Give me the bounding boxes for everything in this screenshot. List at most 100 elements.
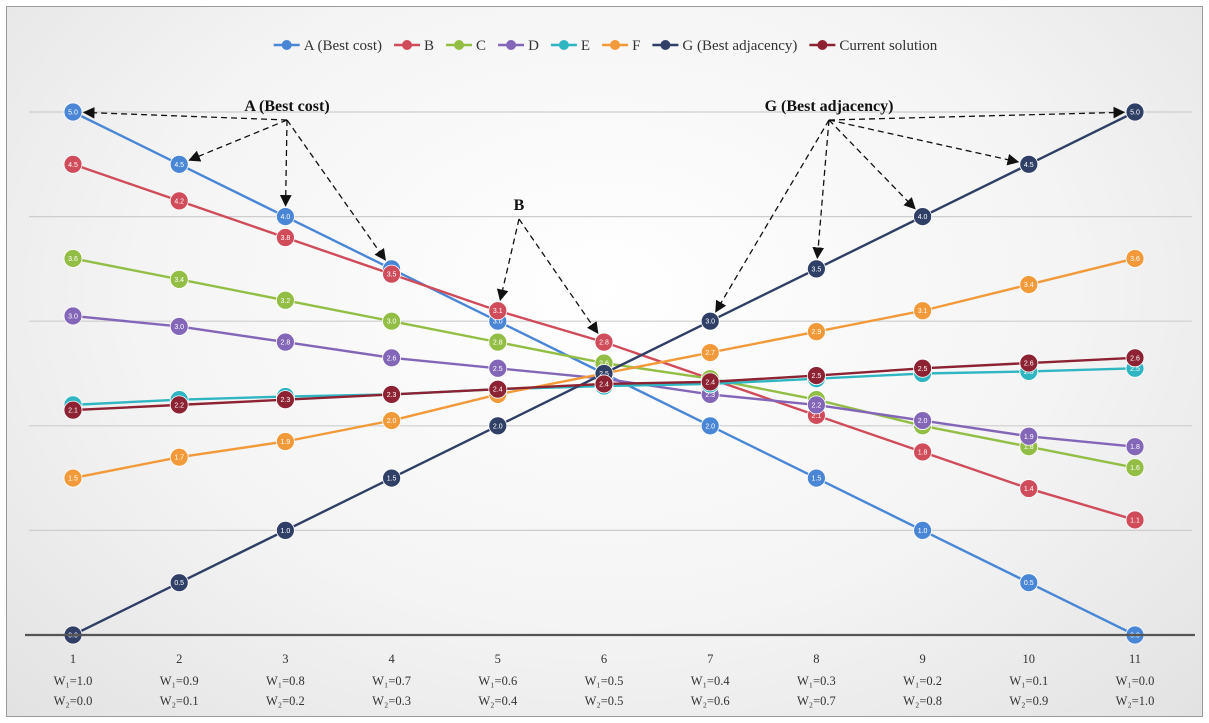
data-point [913, 207, 932, 227]
data-point [169, 154, 189, 174]
data-label: 5.0 [68, 110, 78, 117]
data-label: 1.5 [387, 476, 397, 483]
data-label: 1.8 [1130, 444, 1140, 451]
legend-swatch-marker [660, 40, 671, 50]
data-point [700, 416, 720, 436]
data-point [169, 447, 189, 467]
legend-item-e: E [550, 38, 590, 54]
data-label: 3.0 [174, 324, 184, 331]
data-point [275, 332, 295, 352]
data-label: 2.0 [705, 423, 715, 430]
series-current-solution: 2.1 2.2 2.3 2.3 2.4 2.4 2.4 2.5 2.5 2.6 2.6 [63, 348, 1145, 420]
data-point [488, 379, 508, 399]
data-point [594, 332, 614, 352]
weight-label-w2: W₂=0.0 [54, 694, 93, 708]
data-point [63, 102, 83, 122]
weight-label-w2: W₂=0.4 [478, 694, 518, 708]
data-point [63, 249, 83, 268]
data-label: 0.5 [1024, 580, 1034, 587]
weight-label-w2: W₂=0.9 [1009, 694, 1048, 708]
data-point [1019, 426, 1039, 446]
data-point [913, 301, 932, 321]
weight-label-w2: W₂=0.6 [691, 694, 730, 708]
annotation-label: A (Best cost) [244, 98, 329, 115]
legend-item-d: D [498, 38, 539, 54]
weight-label-w1: W₁=0.5 [585, 674, 624, 688]
data-point [1019, 154, 1039, 174]
data-label: 2.3 [281, 397, 291, 404]
data-point [807, 366, 826, 385]
annotation-arrow [828, 106, 1126, 121]
data-point [807, 395, 826, 415]
data-label: 3.0 [705, 319, 715, 326]
data-point [807, 259, 826, 279]
data-label: 2.5 [493, 366, 503, 373]
data-label: 1.7 [174, 455, 184, 462]
data-point [63, 400, 83, 420]
data-label: 1.6 [1130, 465, 1140, 472]
data-point [1019, 275, 1039, 294]
data-label: 1.9 [281, 439, 291, 446]
x-axis: 1 W₁=1.0 W₂=0.0 2 W₁=0.9 W₂=0.1 3 W₁=0.8 W₂=0.2 4… [25, 633, 1195, 708]
annotation-arrow [496, 218, 520, 302]
x-tick-label: 10 [1023, 652, 1036, 666]
data-label: 2.9 [812, 329, 822, 336]
data-point [275, 432, 295, 451]
data-point [913, 521, 932, 540]
weight-label-w2: W₂=0.7 [797, 694, 836, 708]
legend-label: F [632, 38, 640, 54]
x-tick-label: 1 [70, 652, 76, 666]
data-point [382, 385, 402, 404]
data-point [169, 317, 189, 336]
data-point [913, 411, 932, 430]
data-label: 3.1 [493, 308, 503, 315]
weight-label-w1: W₁=1.0 [54, 674, 93, 688]
data-label: 3.5 [387, 272, 397, 279]
data-label: 2.2 [174, 402, 184, 409]
annotation-arrow [188, 119, 288, 162]
data-point [913, 442, 932, 462]
data-point [382, 311, 402, 331]
data-point [382, 348, 402, 368]
data-label: 2.5 [812, 373, 822, 380]
data-label: 3.4 [1024, 282, 1034, 289]
legend-label: G (Best adjacency) [682, 38, 797, 54]
data-label: 4.0 [918, 214, 928, 221]
data-point [1125, 458, 1145, 478]
data-point [1125, 348, 1145, 368]
data-point [169, 191, 189, 211]
data-point [594, 374, 614, 394]
annotation-arrow [279, 119, 292, 207]
data-label: 2.0 [493, 423, 503, 430]
series-c: 3.6 3.4 3.2 3.0 2.8 2.6 2.5 2.3 2.0 1.8 1.6 [63, 249, 1145, 478]
data-label: 2.3 [387, 392, 397, 399]
weight-label-w1: W₁=0.1 [1009, 674, 1048, 688]
data-label: 2.4 [493, 387, 503, 394]
data-point [807, 468, 826, 488]
data-point [488, 358, 508, 378]
annotations: A (Best cost) B G (Best adjacency) [82, 98, 1126, 335]
weight-label-w2: W₂=0.1 [160, 694, 199, 708]
legend-swatch-marker [610, 40, 621, 50]
data-label: 2.4 [705, 379, 715, 386]
annotation-b: B [496, 197, 599, 335]
line-chart: 5.04.54.03.53.02.52.01.51.00.50.04.54.23… [25, 38, 1195, 708]
data-point [275, 207, 295, 227]
legend-item-current-solution: Current solution [809, 38, 938, 54]
data-label: 2.4 [599, 381, 609, 388]
data-label: 2.8 [493, 340, 503, 347]
data-point [169, 269, 189, 289]
data-point [382, 411, 402, 430]
data-label: 4.5 [1024, 162, 1034, 169]
data-label: 2.1 [68, 408, 78, 415]
data-point [700, 372, 720, 392]
data-label: 4.5 [174, 162, 184, 169]
data-label: 0.5 [174, 580, 184, 587]
x-tick-label: 2 [176, 652, 182, 666]
legend-item-c: C [446, 38, 486, 54]
data-point [275, 228, 295, 247]
legend-label: B [424, 38, 434, 54]
grid [29, 111, 1192, 532]
data-point [169, 573, 189, 593]
data-label: 3.6 [1130, 256, 1140, 263]
